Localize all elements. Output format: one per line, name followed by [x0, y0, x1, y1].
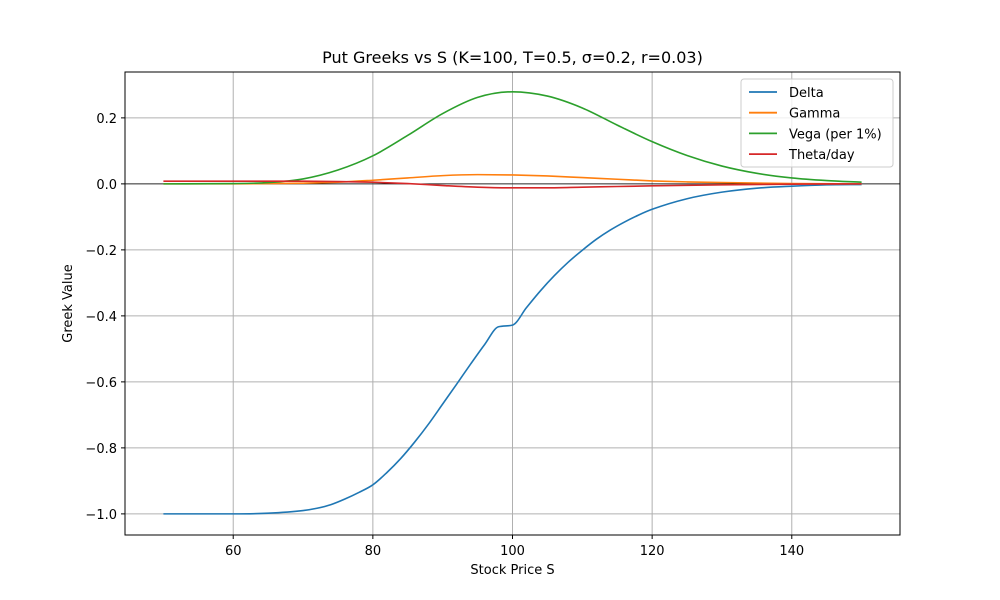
series-layer: [163, 91, 862, 515]
y-tick-label: −0.4: [85, 310, 117, 325]
x-tick-label: 80: [365, 544, 382, 559]
y-tick-label: −0.8: [85, 442, 117, 457]
legend-label-vega-per-1: Vega (per 1%): [789, 127, 882, 142]
chart-title: Put Greeks vs S (K=100, T=0.5, σ=0.2, r=…: [322, 48, 703, 67]
legend: Delta Gamma Vega (per 1%) Theta/day: [740, 78, 894, 168]
legend-box: [740, 78, 894, 168]
legend-items: Delta Gamma Vega (per 1%) Theta/day: [749, 86, 882, 163]
y-tick-label: −1.0: [85, 508, 117, 523]
x-tick-label: 60: [225, 544, 242, 559]
legend-label-gamma: Gamma: [789, 107, 840, 122]
y-axis-label: Greek Value: [61, 264, 76, 343]
series-line-delta: [163, 183, 862, 515]
tick-layer: 60 80 100 120 140 −1.0 −0.8 −0.6 −0.4 −0.2 0.0 0.2: [85, 112, 804, 559]
y-tick-label: 0.2: [96, 112, 117, 127]
x-tick-label: 100: [500, 544, 525, 559]
legend-label-delta: Delta: [789, 86, 824, 101]
series-line-theta-day: [163, 180, 862, 189]
y-tick-label: −0.2: [85, 244, 117, 259]
x-axis-label: Stock Price S: [470, 563, 554, 578]
x-tick-label: 120: [640, 544, 665, 559]
series-line-vega-per-1: [163, 91, 862, 185]
x-tick-label: 140: [779, 544, 804, 559]
y-tick-label: 0.0: [96, 178, 117, 193]
y-tick-label: −0.6: [85, 376, 117, 391]
legend-label-theta-day: Theta/day: [788, 148, 855, 163]
series-line-gamma: [163, 173, 862, 185]
